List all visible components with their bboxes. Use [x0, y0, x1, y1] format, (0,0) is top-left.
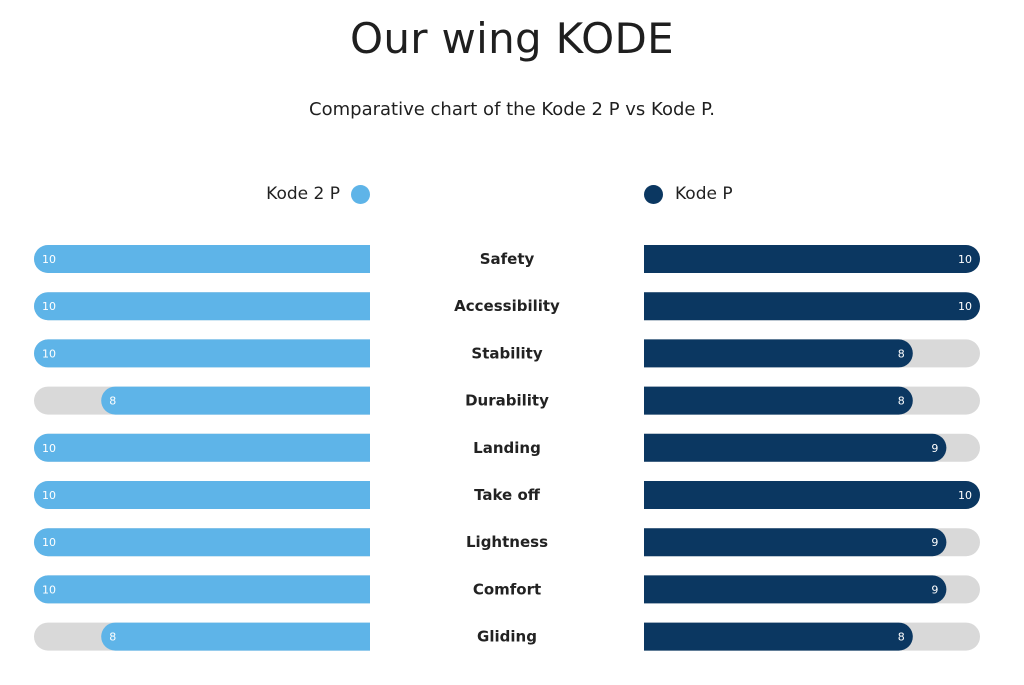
legend-label-kode-p: Kode P [675, 184, 733, 204]
value-label-kode-p-gliding: 8 [898, 631, 905, 644]
bar-kode-p-take-off [644, 481, 980, 509]
value-label-kode-p-durability: 8 [898, 395, 905, 408]
value-label-kode-p-lightness: 9 [931, 536, 938, 549]
value-label-kode-2-p-comfort: 10 [42, 583, 56, 596]
value-label-kode-2-p-lightness: 10 [42, 536, 56, 549]
bar-kode-p-gliding [644, 622, 913, 651]
value-label-kode-2-p-accessibility: 10 [42, 300, 56, 313]
bar-kode-p-accessibility [644, 292, 980, 321]
legend-item-kode-2-p: Kode 2 P [266, 184, 370, 204]
bar-kode-2-p-take-off [34, 481, 370, 509]
value-label-kode-2-p-stability: 10 [42, 347, 56, 360]
bar-kode-p-safety [644, 245, 980, 273]
category-label-accessibility: Accessibility [454, 297, 560, 315]
bar-kode-2-p-comfort [34, 575, 371, 604]
category-label-safety: Safety [480, 250, 535, 268]
category-label-durability: Durability [465, 392, 549, 410]
bar-kode-2-p-safety [34, 245, 370, 273]
chart-subtitle: Comparative chart of the Kode 2 P vs Kod… [309, 99, 715, 120]
bar-kode-2-p-lightness [34, 528, 371, 557]
bar-kode-p-landing [644, 433, 947, 462]
legend-item-kode-p: Kode P [644, 184, 733, 204]
legend-label-kode-2-p: Kode 2 P [266, 184, 340, 204]
chart-title: Our wing KODE [349, 14, 675, 63]
category-label-gliding: Gliding [477, 628, 537, 646]
value-label-kode-p-stability: 8 [898, 347, 905, 360]
category-label-stability: Stability [471, 344, 542, 362]
value-label-kode-p-landing: 9 [931, 442, 938, 455]
value-label-kode-p-safety: 10 [958, 253, 972, 266]
bar-kode-p-stability [644, 339, 913, 368]
bar-kode-p-durability [644, 386, 913, 415]
category-label-comfort: Comfort [473, 580, 541, 598]
bar-kode-2-p-landing [34, 433, 371, 462]
value-label-kode-p-comfort: 9 [931, 583, 938, 596]
value-label-kode-2-p-take-off: 10 [42, 489, 56, 502]
value-label-kode-p-take-off: 10 [958, 489, 972, 502]
bar-kode-p-lightness [644, 528, 947, 557]
category-label-landing: Landing [473, 439, 541, 457]
value-label-kode-2-p-landing: 10 [42, 442, 56, 455]
bar-kode-2-p-gliding [101, 622, 370, 651]
value-label-kode-p-accessibility: 10 [958, 300, 972, 313]
bar-kode-p-comfort [644, 575, 947, 604]
bar-kode-2-p-durability [101, 386, 370, 415]
bar-kode-2-p-accessibility [34, 292, 371, 321]
value-label-kode-2-p-safety: 10 [42, 253, 56, 266]
value-label-kode-2-p-durability: 8 [109, 395, 116, 408]
category-label-take-off: Take off [474, 486, 541, 504]
legend-dot-kode-p [644, 184, 663, 204]
legend-dot-kode-2-p [351, 184, 370, 204]
category-label-lightness: Lightness [466, 533, 548, 551]
value-label-kode-2-p-gliding: 8 [109, 631, 116, 644]
bar-kode-2-p-stability [34, 339, 371, 368]
